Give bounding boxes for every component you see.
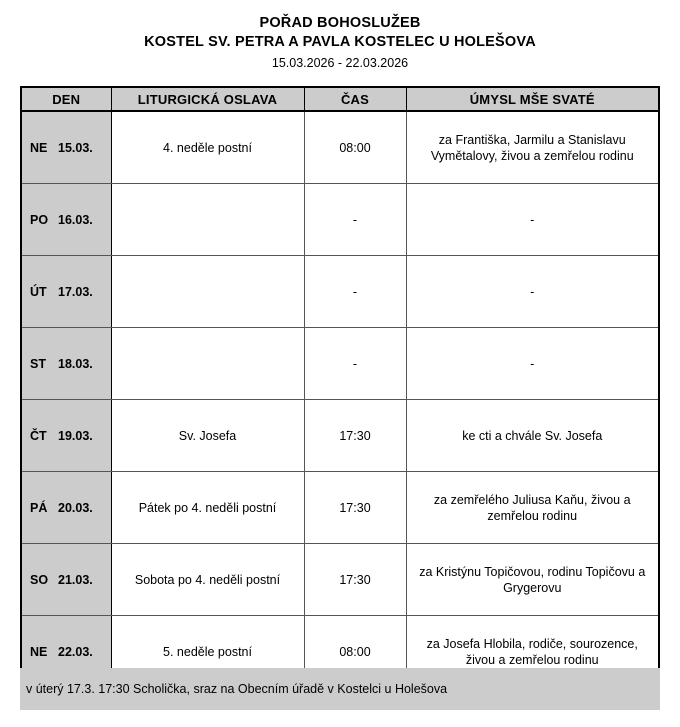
- day-date: 17.03.: [58, 284, 93, 299]
- cell-time: 17:30: [303, 399, 407, 472]
- column-header-intention: ÚMYSL MŠE SVATÉ: [405, 86, 660, 112]
- table-body: NE 15.03. 4. neděle postní 08:00 za Frant…: [20, 111, 660, 688]
- day-date: 20.03.: [58, 500, 93, 515]
- cell-time: 08:00: [303, 111, 407, 184]
- table-row: PO 16.03. - -: [20, 183, 660, 256]
- day-abbreviation: PÁ: [30, 500, 48, 515]
- schedule-table-container: DEN LITURGICKÁ OSLAVA ČAS ÚMYSL MŠE SVAT…: [20, 86, 660, 689]
- table-row: PÁ 20.03. Pátek po 4. neděli postní 17:30…: [20, 471, 660, 544]
- cell-liturgy: Sobota po 4. neděli postní: [110, 543, 305, 616]
- cell-liturgy: Sv. Josefa: [110, 399, 305, 472]
- cell-liturgy: [110, 327, 305, 400]
- column-header-day: DEN: [20, 86, 112, 112]
- cell-day: PÁ 20.03.: [20, 471, 112, 544]
- day-date: 15.03.: [58, 140, 93, 155]
- cell-time: -: [303, 327, 407, 400]
- cell-intention: ke cti a chvále Sv. Josefa: [405, 399, 660, 472]
- cell-day: ÚT 17.03.: [20, 255, 112, 328]
- cell-intention: -: [405, 183, 660, 256]
- footer-note: v úterý 17.3. 17:30 Scholička, sraz na O…: [20, 668, 660, 710]
- page-title: POŘAD BOHOSLUŽEB: [259, 15, 421, 31]
- page-subtitle-church: KOSTEL SV. PETRA A PAVLA KOSTELEC U HOLE…: [144, 34, 536, 50]
- cell-day: NE 22.03.: [20, 615, 112, 688]
- cell-intention: -: [405, 255, 660, 328]
- day-abbreviation: ST: [30, 356, 46, 371]
- day-date: 19.03.: [58, 428, 93, 443]
- table-row: ÚT 17.03. - -: [20, 255, 660, 328]
- document-heading: POŘAD BOHOSLUŽEB KOSTEL SV. PETRA A PAVL…: [0, 0, 680, 73]
- cell-liturgy: [110, 183, 305, 256]
- schedule-table: DEN LITURGICKÁ OSLAVA ČAS ÚMYSL MŠE SVAT…: [20, 86, 660, 689]
- table-header: DEN LITURGICKÁ OSLAVA ČAS ÚMYSL MŠE SVAT…: [20, 86, 660, 112]
- table-row: NE 15.03. 4. neděle postní 08:00 za Frant…: [20, 111, 660, 184]
- day-date: 18.03.: [58, 356, 93, 371]
- cell-liturgy: 4. neděle postní: [110, 111, 305, 184]
- table-row: ČT 19.03. Sv. Josefa 17:30 ke cti a chvál…: [20, 399, 660, 472]
- day-abbreviation: NE: [30, 140, 48, 155]
- cell-time: 17:30: [303, 471, 407, 544]
- cell-day: SO 21.03.: [20, 543, 112, 616]
- day-abbreviation: SO: [30, 572, 49, 587]
- column-header-liturgy: LITURGICKÁ OSLAVA: [110, 86, 305, 112]
- table-row: ST 18.03. - -: [20, 327, 660, 400]
- cell-time: -: [303, 183, 407, 256]
- cell-day: PO 16.03.: [20, 183, 112, 256]
- cell-day: NE 15.03.: [20, 111, 112, 184]
- cell-liturgy: [110, 255, 305, 328]
- table-header-row: DEN LITURGICKÁ OSLAVA ČAS ÚMYSL MŠE SVAT…: [20, 86, 660, 112]
- cell-intention: za zemřelého Juliusa Kaňu, živou a zemře…: [405, 471, 660, 544]
- cell-day: ST 18.03.: [20, 327, 112, 400]
- day-date: 16.03.: [58, 212, 93, 227]
- table-row: SO 21.03. Sobota po 4. neděli postní 17:3…: [20, 543, 660, 616]
- cell-day: ČT 19.03.: [20, 399, 112, 472]
- cell-intention: -: [405, 327, 660, 400]
- footer-note-text: v úterý 17.3. 17:30 Scholička, sraz na O…: [26, 682, 448, 696]
- cell-liturgy: Pátek po 4. neděli postní: [110, 471, 305, 544]
- cell-time: 17:30: [303, 543, 407, 616]
- day-abbreviation: ČT: [30, 428, 47, 443]
- cell-intention: za Kristýnu Topičovou, rodinu Topičovu a…: [405, 543, 660, 616]
- cell-intention: za Františka, Jarmilu a Stanislavu Vymět…: [405, 111, 660, 184]
- day-abbreviation: NE: [30, 644, 48, 659]
- day-date: 21.03.: [58, 572, 93, 587]
- date-range: 15.03.2026 - 22.03.2026: [271, 56, 409, 70]
- day-abbreviation: PO: [30, 212, 49, 227]
- day-date: 22.03.: [58, 644, 93, 659]
- cell-time: -: [303, 255, 407, 328]
- column-header-time: ČAS: [303, 86, 407, 112]
- day-abbreviation: ÚT: [30, 284, 47, 299]
